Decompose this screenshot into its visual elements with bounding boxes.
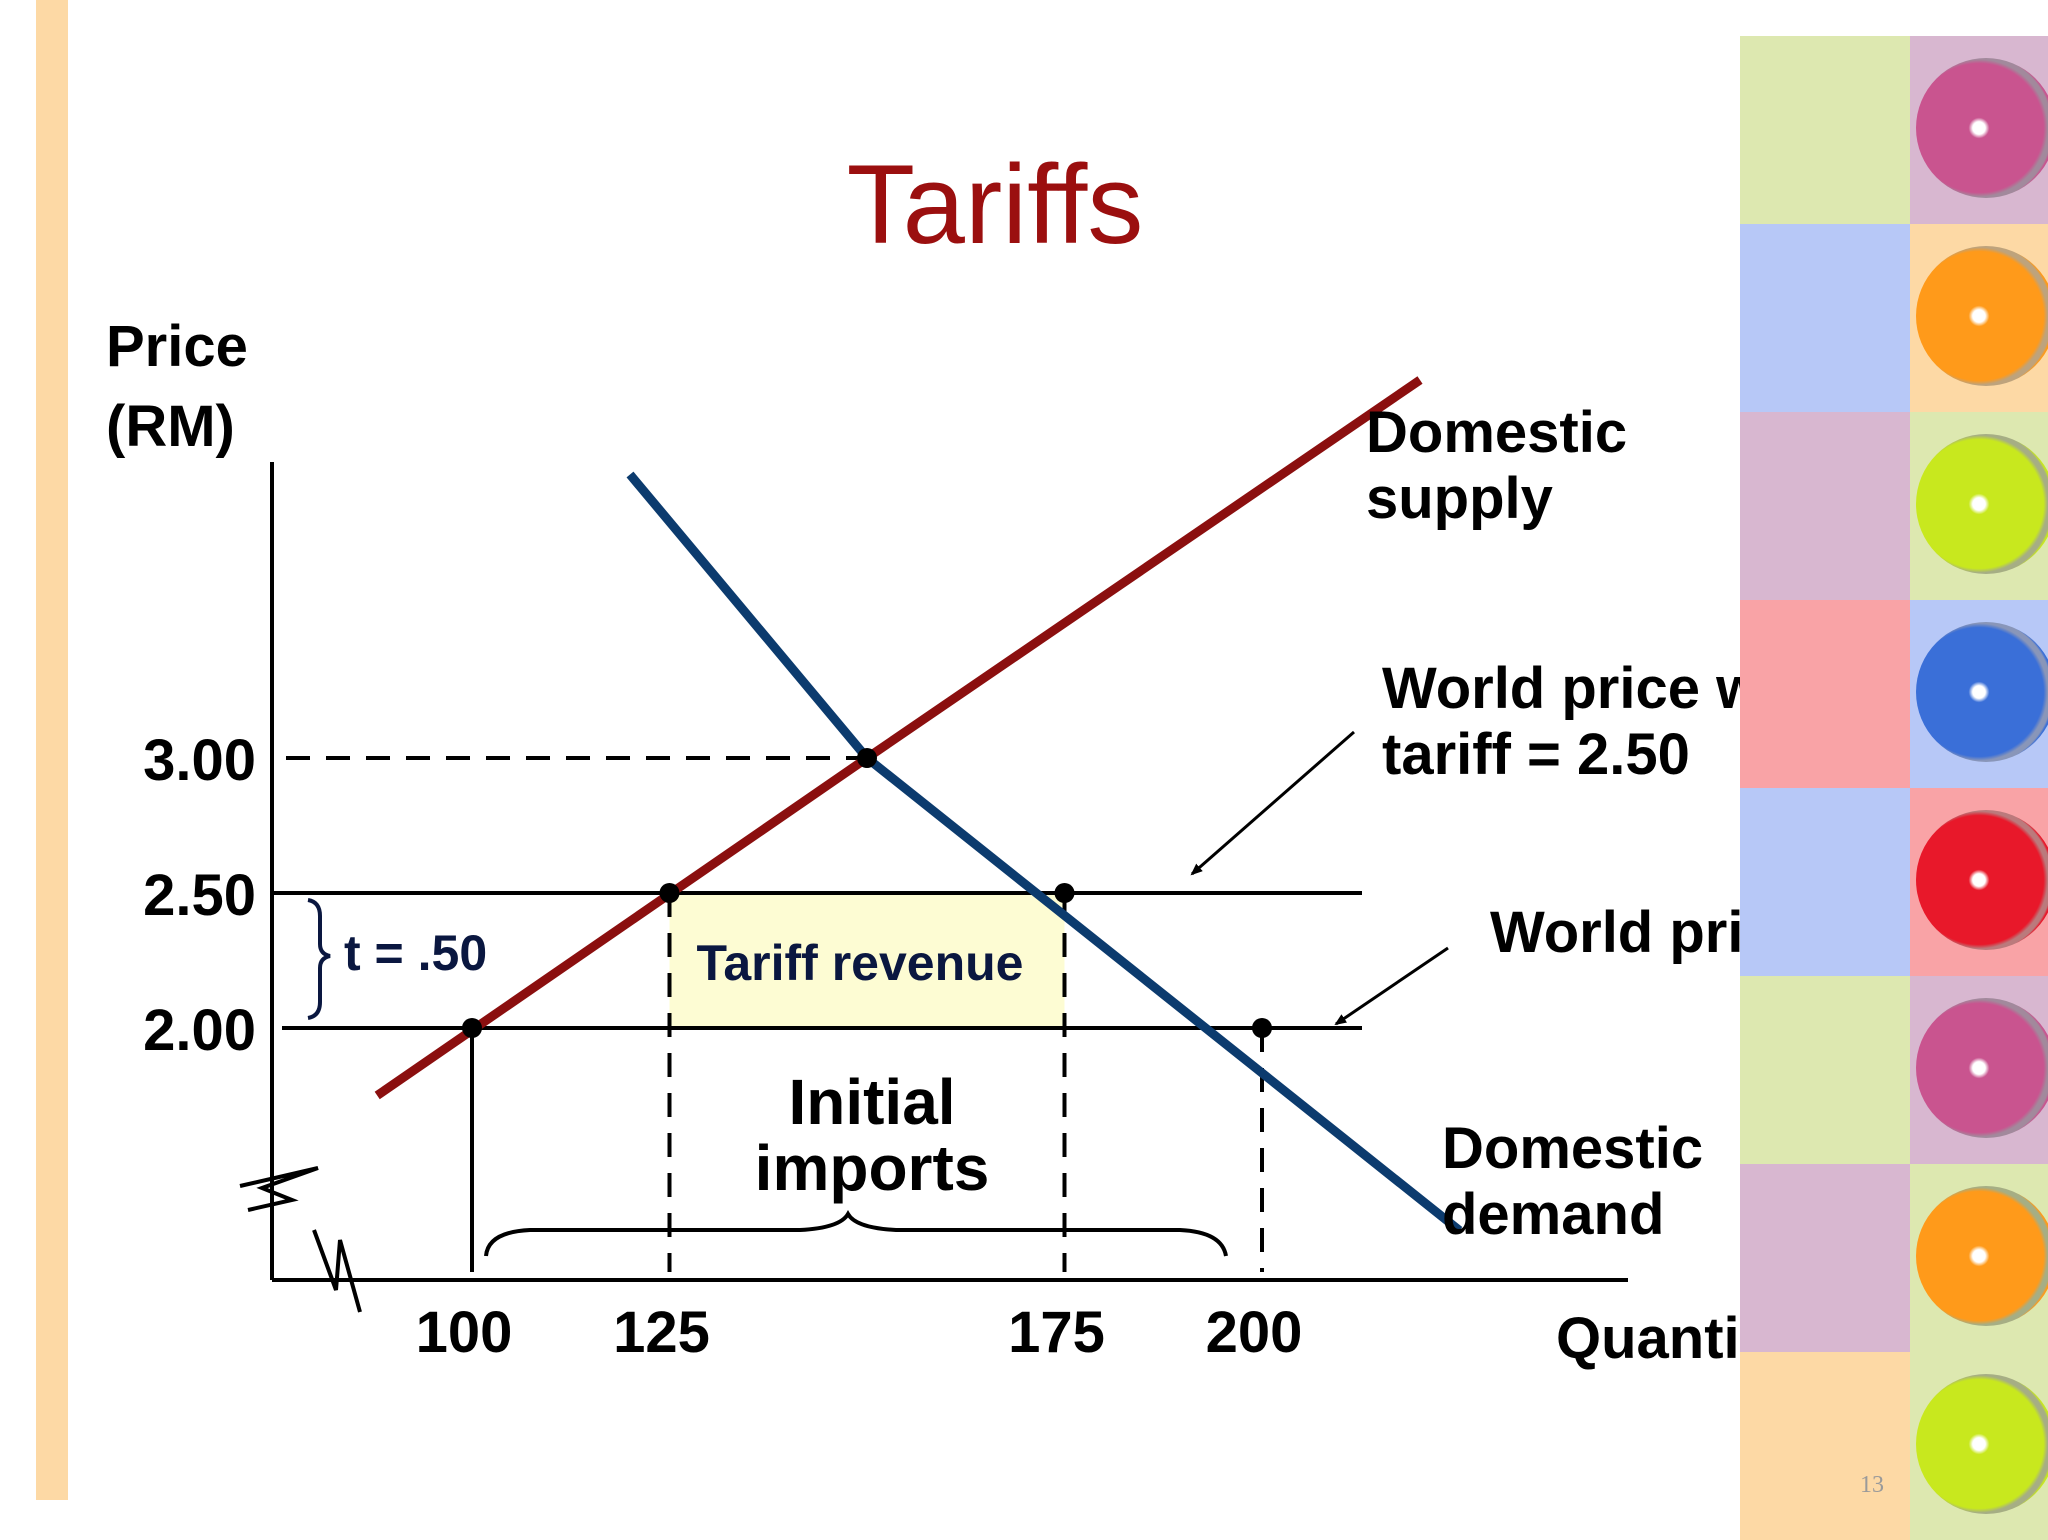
intersection-points	[462, 748, 1272, 1038]
y-tick-label: 2.50	[143, 863, 256, 928]
supply-label-line-1: Domestic	[1366, 400, 1627, 465]
x-axis-break-icon	[312, 1229, 362, 1313]
apple-slice-icon	[1916, 434, 2048, 574]
point-100-2	[462, 1018, 482, 1038]
tariff-annotation: t = .50	[344, 925, 487, 981]
tariff-bracket-icon	[307, 898, 331, 1020]
y-axis-label-line-2: (RM)	[106, 394, 235, 459]
y-axis-label-line-1: Price	[106, 314, 248, 379]
tariff-chart: 3.00 2.50 2.00 100 125 175 200 Price (RM) Qua…	[106, 314, 1740, 1371]
y-axis-break-icon	[239, 1166, 319, 1212]
apple-slice-icon	[1916, 622, 2048, 762]
world-price-tariff-label-line-2: tariff = 2.50	[1382, 722, 1690, 787]
point-150-3	[857, 748, 877, 768]
x-tick-labels: 100 125 175 200	[416, 1300, 1303, 1365]
x-tick-label: 100	[416, 1300, 513, 1365]
world-price-label: World price = 2	[1490, 900, 1740, 965]
apple-slice-icon	[1916, 1374, 2048, 1514]
demand-label-line-2: demand	[1442, 1182, 1664, 1247]
arrow-to-tariff-line-icon	[1190, 730, 1355, 876]
x-axis-label: Quantity	[1556, 1306, 1740, 1371]
y-tick-label: 2.00	[143, 998, 256, 1063]
decorative-tile	[1740, 224, 1910, 412]
orange-slice-icon	[1916, 246, 2048, 386]
world-price-tariff-label-line-1: World price with	[1382, 656, 1740, 721]
supply-label-line-2: supply	[1366, 466, 1553, 531]
domestic-demand-curve	[626, 471, 1463, 1235]
decorative-tile	[1740, 412, 1910, 600]
left-accent-bar	[36, 0, 68, 1500]
y-tick-labels: 3.00 2.50 2.00	[143, 728, 256, 1063]
decorative-tile	[1740, 1164, 1910, 1352]
tariff-revenue-area	[669, 893, 1065, 1028]
initial-imports-brace-icon	[484, 1209, 1228, 1257]
x-tick-label: 125	[613, 1300, 710, 1365]
decorative-tile	[1740, 36, 1910, 224]
decorative-tile	[1740, 600, 1910, 788]
orange-slice-icon	[1916, 1186, 2048, 1326]
decorative-tile	[1740, 976, 1910, 1164]
slide-title: Tariffs	[846, 142, 1144, 267]
page-number: 13	[1860, 1472, 1884, 1498]
apple-slice-icon	[1916, 58, 2048, 198]
point-125-2.5	[659, 883, 680, 903]
x-tick-label: 200	[1206, 1300, 1303, 1365]
y-tick-label: 3.00	[143, 728, 256, 793]
x-tick-label: 175	[1008, 1300, 1105, 1365]
decorative-tile	[1740, 1352, 1910, 1540]
apple-slice-icon	[1916, 998, 2048, 1138]
orange-slice-icon	[1916, 810, 2048, 950]
initial-imports-label-line-2: imports	[755, 1132, 990, 1204]
point-200-2	[1252, 1018, 1272, 1038]
arrow-to-world-price-line-icon	[1334, 946, 1449, 1026]
decorative-tile	[1740, 788, 1910, 976]
demand-label-line-1: Domestic	[1442, 1116, 1703, 1181]
tariff-revenue-label: Tariff revenue	[697, 935, 1024, 991]
initial-imports-label-line-1: Initial	[788, 1066, 955, 1138]
point-175-2.5	[1054, 883, 1075, 903]
